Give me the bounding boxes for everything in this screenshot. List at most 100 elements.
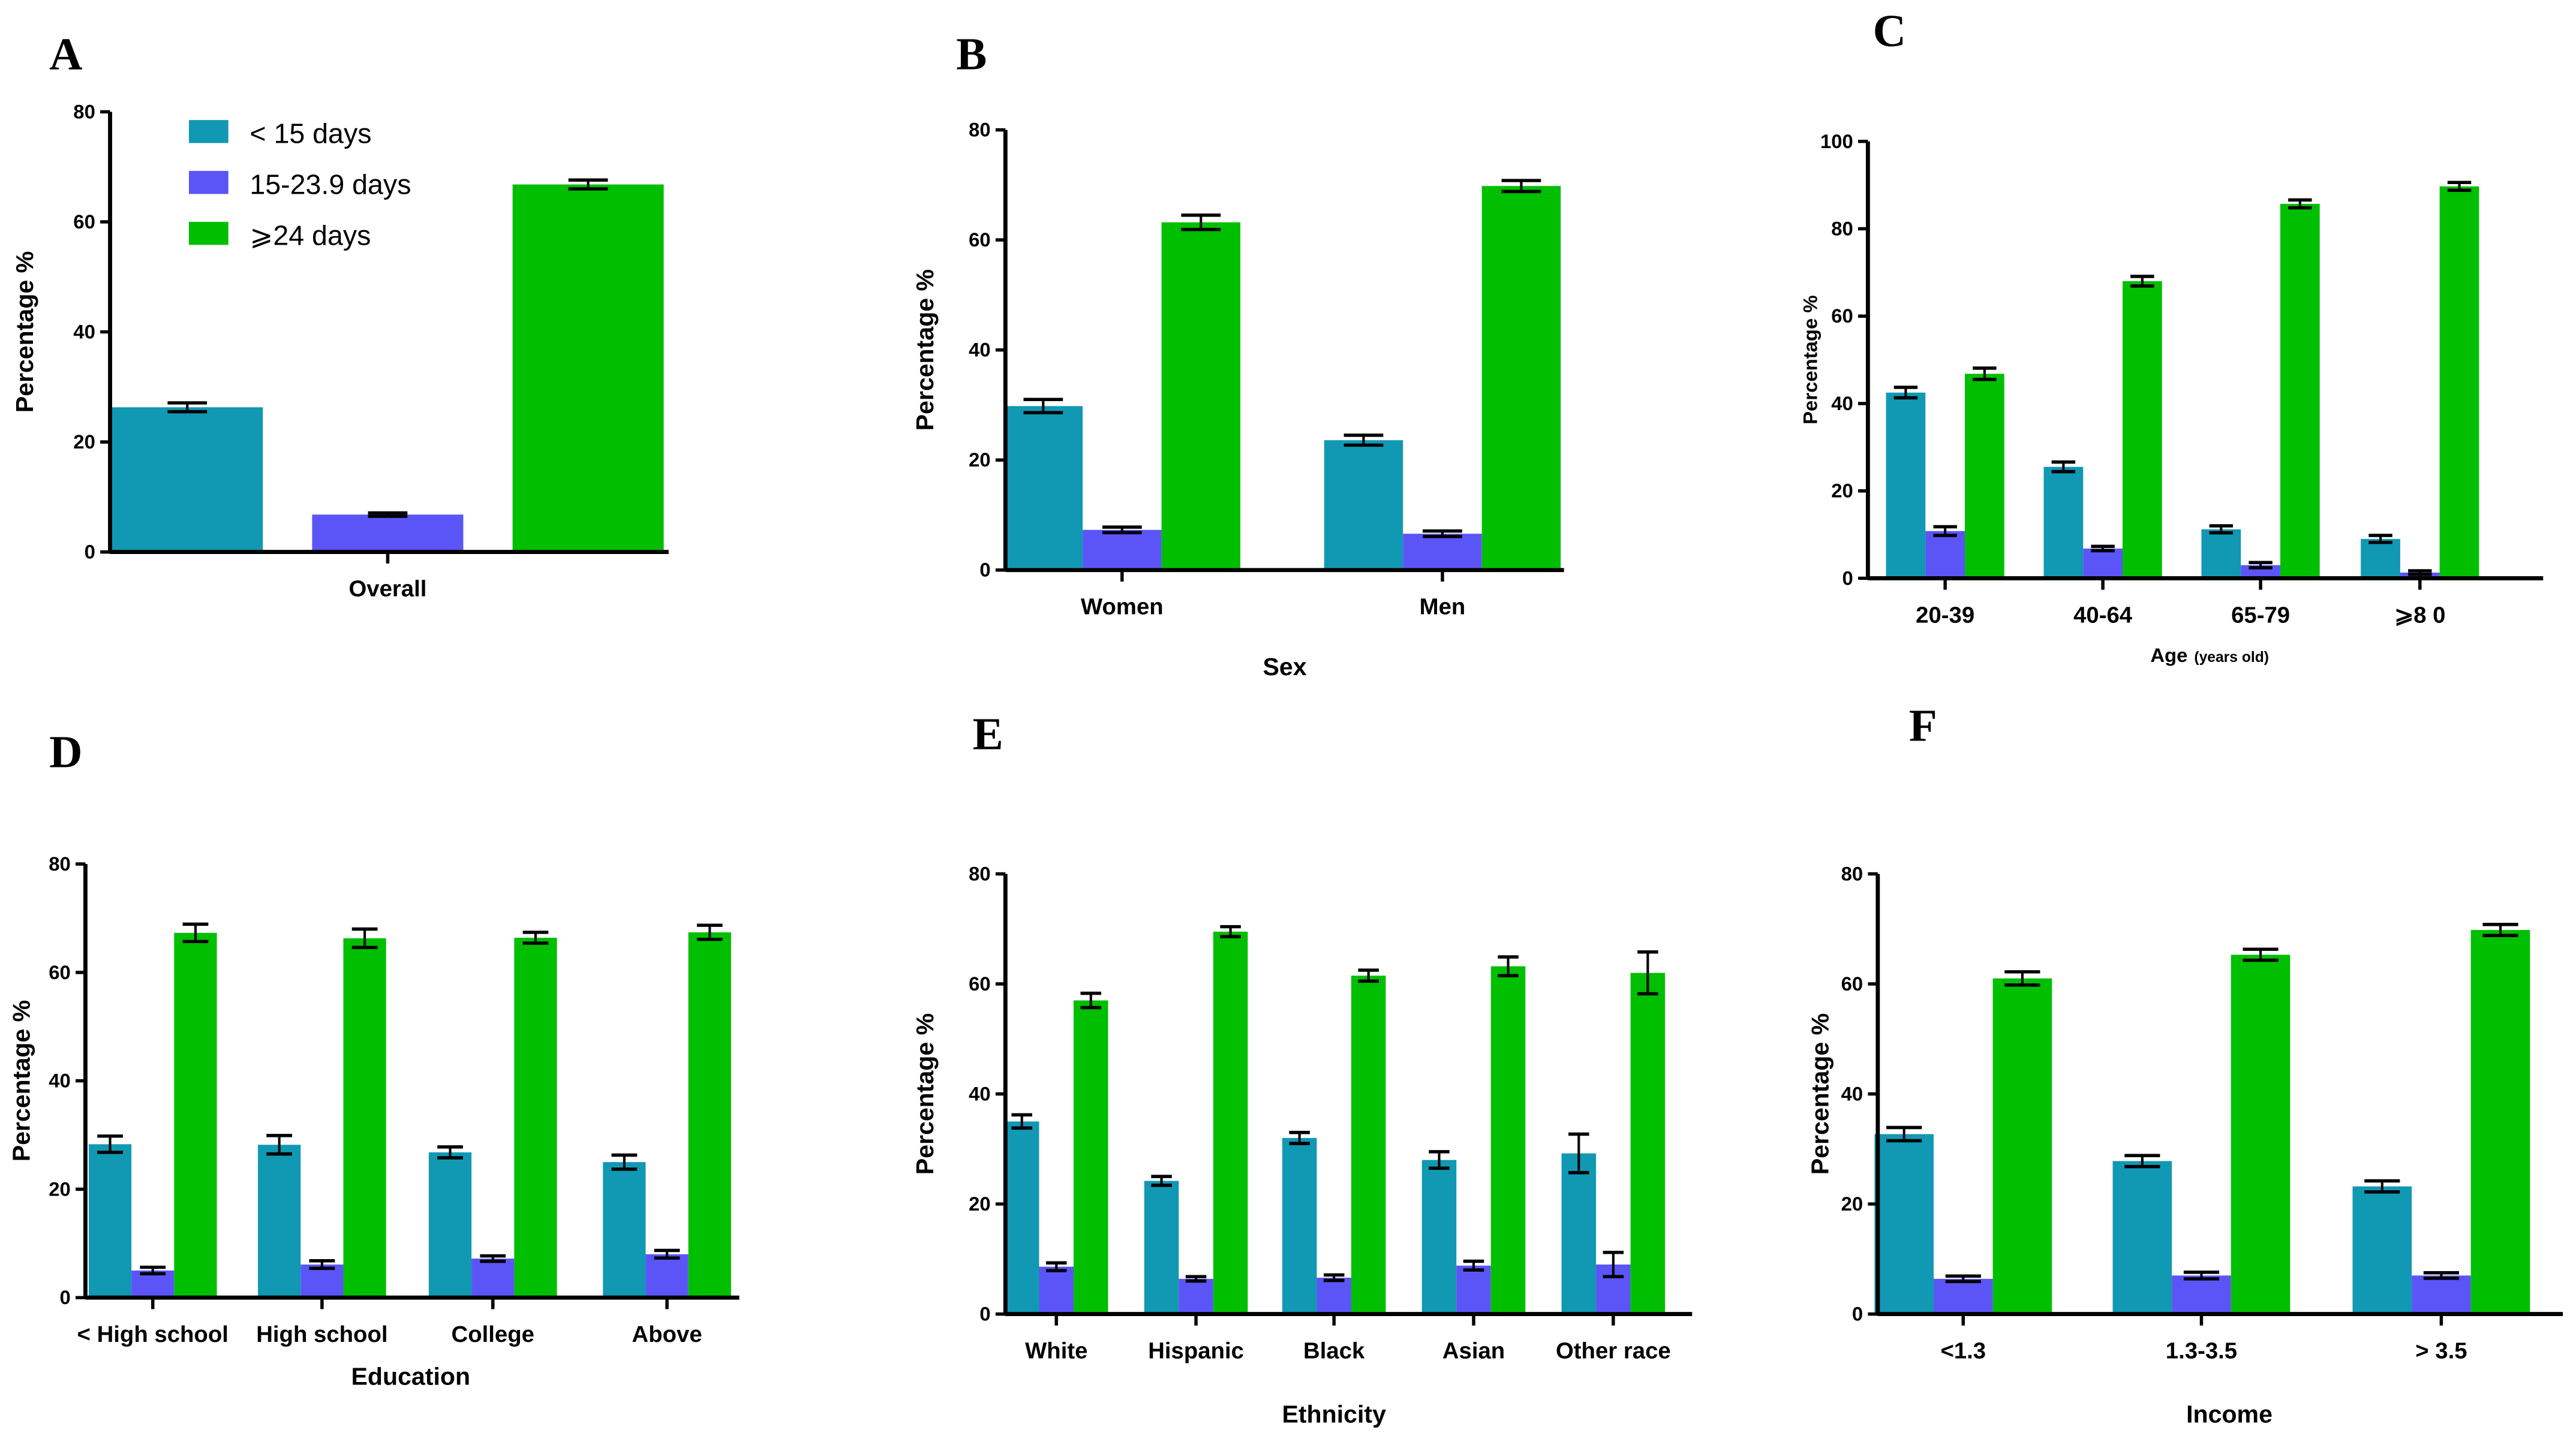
bar: [258, 1145, 301, 1298]
bar: [2470, 930, 2530, 1314]
y-tick-label: 40: [1831, 392, 1853, 414]
panel-f: F <1.3 1.3-3.5 > 3.5 0 20 40 60 80 Percentage % In…: [1806, 700, 2563, 1428]
y-tick-label: 20: [73, 431, 95, 453]
legend: < 15 days 15-23.9 days ⩾24 days: [189, 118, 411, 251]
y-tick-label: 60: [1831, 305, 1853, 327]
x-tick-label: 20-39: [1916, 602, 1974, 628]
bar: [343, 938, 386, 1298]
y-axis-label: Percentage %: [7, 1000, 35, 1161]
bar: [2412, 1275, 2471, 1314]
x-tick-label: 65-79: [2231, 602, 2290, 628]
bar: [2352, 1186, 2412, 1314]
x-tick-label: > 3.5: [2415, 1338, 2467, 1364]
y-tick-label: 80: [49, 853, 71, 875]
y-tick-label: 80: [1831, 217, 1853, 239]
y-tick-label: 0: [1842, 567, 1853, 589]
bar: [1083, 529, 1162, 570]
panel-letter: A: [49, 28, 82, 79]
y-tick-label: 80: [969, 862, 991, 884]
bar: [1316, 1278, 1351, 1314]
y-tick-label: 0: [1852, 1303, 1863, 1325]
bar: [2201, 529, 2241, 579]
bar: [1161, 222, 1241, 570]
y-axis-label: Percentage %: [1799, 295, 1821, 425]
legend-label: ⩾24 days: [250, 219, 371, 251]
y-tick-label: 40: [1841, 1082, 1863, 1104]
y-tick-label: 40: [73, 321, 95, 343]
y-tick-label: 80: [1841, 862, 1863, 884]
y-tick-label: 60: [969, 973, 991, 995]
y-tick-label: 0: [979, 559, 990, 581]
bar: [514, 937, 557, 1298]
panel-c: C 20-39 40-64 65-79 ⩾8 0 0 20 40 60 80 100 Percenta…: [1799, 5, 2544, 666]
y-tick-label: 0: [979, 1303, 990, 1325]
x-tick-label: ⩾8 0: [2394, 602, 2445, 628]
bar: [1403, 534, 1482, 570]
panel-letter: B: [956, 28, 987, 79]
bar: [174, 932, 217, 1298]
x-tick-label: 1.3-3.5: [2166, 1338, 2237, 1364]
bar: [2280, 204, 2320, 579]
bar: [1925, 531, 1965, 579]
bar: [2122, 281, 2162, 579]
bar: [688, 932, 731, 1298]
y-tick-label: 20: [49, 1178, 71, 1200]
x-axis-label-main: Income: [2186, 1400, 2273, 1428]
bar: [2439, 186, 2479, 579]
y-axis-label: Percentage %: [911, 1013, 939, 1175]
x-tick-label: Other race: [1556, 1338, 1671, 1364]
panel-d: D < High school High school College Above 0 20…: [7, 726, 740, 1390]
bar: [1351, 976, 1386, 1314]
y-tick-label: 40: [969, 339, 991, 361]
bar: [471, 1259, 515, 1298]
bar: [1324, 440, 1403, 570]
bar: [312, 514, 464, 552]
y-axis-label: Percentage %: [1806, 1013, 1834, 1175]
y-tick-label: 80: [73, 100, 95, 122]
x-tick-label: Black: [1303, 1338, 1365, 1364]
x-tick-label: Women: [1081, 594, 1164, 620]
legend-label: 15-23.9 days: [250, 168, 411, 200]
x-axis-label: Age (years old): [2150, 644, 2269, 666]
y-tick-label: 60: [49, 961, 71, 983]
panel-letter: F: [1909, 700, 1937, 751]
panel-a: A Overall 0 20 40 60 80 Percentage %: [11, 28, 669, 602]
bar: [1886, 392, 1926, 579]
legend-swatch: [189, 120, 229, 143]
bar: [603, 1162, 646, 1298]
x-tick-label: Above: [632, 1321, 702, 1347]
y-tick-label: 100: [1820, 130, 1853, 152]
x-tick-label: College: [452, 1321, 534, 1347]
bar: [1933, 1278, 1993, 1314]
bar: [1490, 966, 1526, 1314]
panel-letter: C: [1873, 5, 1906, 56]
y-tick-label: 20: [1831, 480, 1853, 502]
panel-letter: E: [973, 708, 1003, 759]
x-tick-label: 40-64: [2073, 602, 2133, 628]
legend-label: < 15 days: [250, 118, 371, 149]
bar: [1074, 1000, 1108, 1314]
x-tick-label: < High school: [77, 1321, 229, 1347]
bar: [2112, 1161, 2172, 1314]
x-tick-label: Asian: [1442, 1338, 1505, 1364]
bar: [1630, 973, 1666, 1314]
y-tick-label: 60: [73, 210, 95, 233]
y-tick-label: 20: [969, 1193, 991, 1215]
legend-swatch: [189, 222, 229, 245]
x-axis-label: Sex: [1263, 653, 1306, 681]
y-tick-label: 60: [969, 228, 991, 251]
x-axis-label-main: Sex: [1263, 653, 1306, 681]
x-axis-label: Income: [2186, 1400, 2273, 1428]
bar: [1179, 1278, 1213, 1314]
bar: [1003, 406, 1083, 570]
y-tick-label: 0: [60, 1286, 71, 1308]
y-tick-label: 20: [1841, 1193, 1863, 1215]
y-axis-label: Percentage %: [11, 251, 38, 413]
bar: [512, 184, 664, 552]
bar: [1965, 374, 2004, 579]
bar: [2083, 548, 2123, 579]
x-axis-label-note: (years old): [2194, 649, 2269, 666]
x-tick-label: High school: [256, 1321, 387, 1347]
y-tick-label: 40: [969, 1082, 991, 1104]
